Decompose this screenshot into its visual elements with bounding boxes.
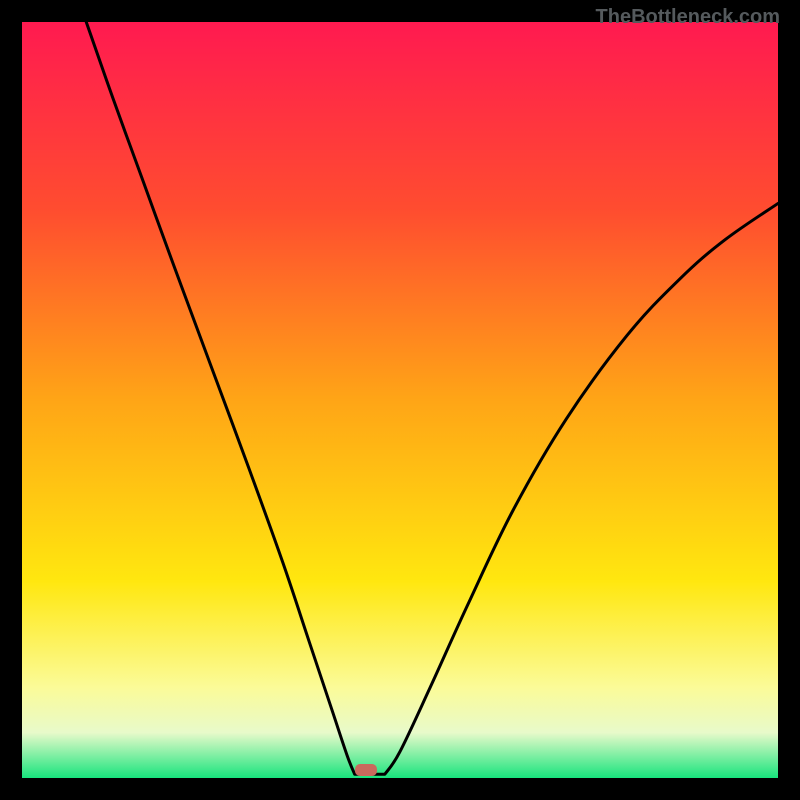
bottleneck-curve <box>0 0 800 800</box>
minimum-marker <box>355 764 377 776</box>
curve-path <box>86 22 778 774</box>
watermark-text: TheBottleneck.com <box>596 6 780 29</box>
